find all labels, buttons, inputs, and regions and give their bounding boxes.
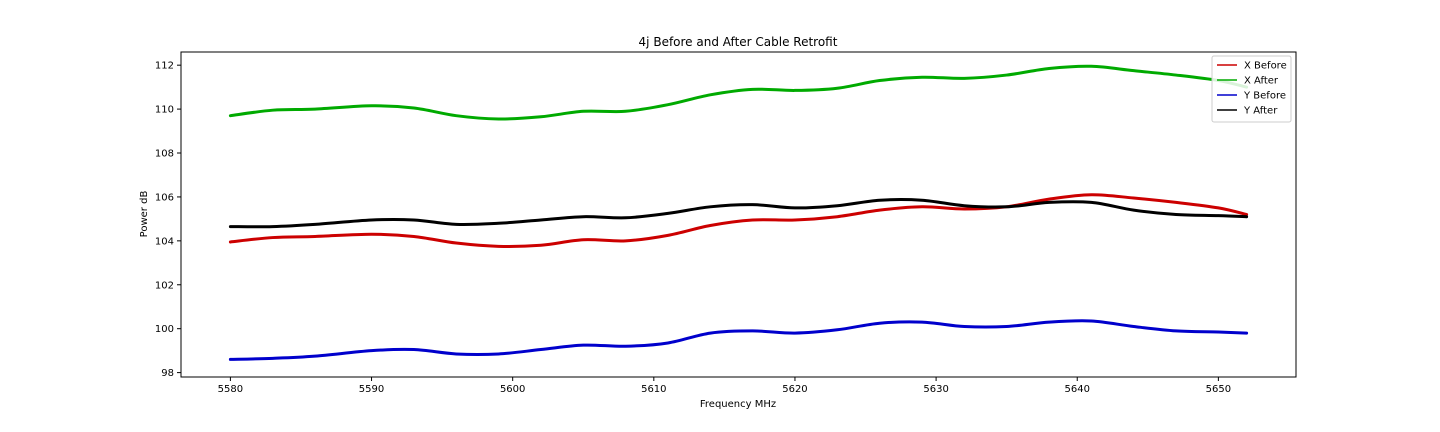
legend-entry: X After (1244, 76, 1279, 87)
x-tick-label: 5580 (218, 384, 243, 395)
x-axis-label: Frequency MHz (700, 399, 776, 410)
y-tick-label: 112 (155, 61, 174, 72)
x-tick-label: 5630 (923, 384, 948, 395)
y-tick-label: 104 (155, 236, 174, 247)
y-tick-label: 102 (155, 280, 174, 291)
legend-entry: Y Before (1243, 91, 1286, 102)
plot-lines (228, 64, 1249, 361)
chart-title: 4j Before and After Cable Retrofit (639, 35, 838, 49)
legend-box (1211, 55, 1292, 123)
y-tick-label: 106 (155, 192, 174, 203)
x-tick-label: 5650 (1206, 384, 1231, 395)
x-tick-label: 5620 (782, 384, 807, 395)
y-tick-label: 98 (161, 368, 174, 379)
y-tick-label: 108 (155, 149, 174, 160)
x-tick-label: 5590 (359, 384, 384, 395)
y-axis: 98 100 102 104 106 108 110 112 (155, 61, 181, 379)
legend-entry: Y After (1243, 106, 1278, 117)
x-tick-label: 5640 (1065, 384, 1090, 395)
series-line-x-after (228, 64, 1249, 121)
y-axis-label: Power dB (139, 191, 150, 238)
legend-entry: X Before (1244, 61, 1287, 72)
y-tick-label: 110 (155, 105, 174, 116)
plot-frame (180, 51, 1297, 378)
x-axis: 5580 5590 5600 5610 5620 5630 5640 5650 (218, 377, 1231, 395)
x-tick-label: 5600 (500, 384, 525, 395)
legend: X Before X After Y Before Y After (1211, 55, 1292, 123)
series-line-y-before (228, 319, 1249, 361)
series-line-x-before (228, 193, 1249, 248)
x-tick-label: 5610 (641, 384, 666, 395)
series-line-y-after (228, 198, 1249, 229)
y-tick-label: 100 (155, 324, 174, 335)
